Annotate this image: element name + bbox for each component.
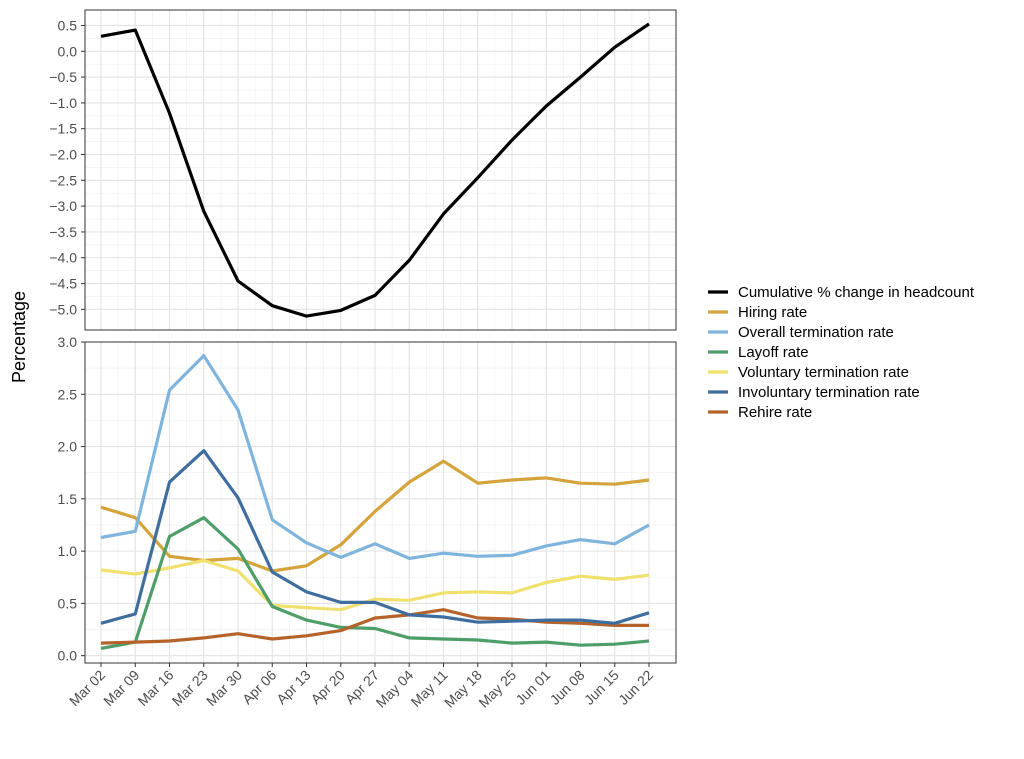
legend-item: Involuntary termination rate <box>708 384 920 401</box>
legend-item: Overall termination rate <box>708 324 894 341</box>
y-tick-label: −5.0 <box>49 301 77 317</box>
legend-label: Rehire rate <box>738 404 812 421</box>
x-tick-label: May 25 <box>475 667 519 711</box>
series-line <box>100 516 650 650</box>
y-tick-label: 0.5 <box>58 17 78 33</box>
panel-top: 0.5 0.0 −0.5 −1.0 −1.5 −2.0 −2.5 −3.0 −3.5 −4.0 −4… <box>49 9 677 331</box>
y-tick-label: −4.5 <box>49 276 77 292</box>
y-tick-label: −3.5 <box>49 224 77 240</box>
series-line <box>100 22 650 318</box>
y-tick-label: −1.0 <box>49 95 77 111</box>
y-tick-label: 1.5 <box>58 491 78 507</box>
y-tick-label: 1.0 <box>58 543 78 559</box>
legend: Cumulative % change in headcount Hiring r… <box>708 284 975 421</box>
y-tick-label: −0.5 <box>49 69 77 85</box>
y-tick-label: 0.0 <box>58 648 78 664</box>
y-tick-label: −1.5 <box>49 121 77 137</box>
y-tick-label: −4.0 <box>49 250 77 266</box>
legend-label: Voluntary termination rate <box>738 364 909 381</box>
x-tick-label: Mar 16 <box>134 667 176 709</box>
x-tick-label: Apr 13 <box>273 667 314 708</box>
y-axis-label: Percentage <box>9 291 29 383</box>
y-tick-label: 0.0 <box>58 43 78 59</box>
legend-item: Cumulative % change in headcount <box>708 284 975 301</box>
x-tick-label: May 18 <box>441 667 485 711</box>
legend-label: Cumulative % change in headcount <box>738 284 975 301</box>
series-line <box>100 558 650 612</box>
y-tick-label: 2.0 <box>58 439 78 455</box>
x-tick-label: May 04 <box>373 667 417 711</box>
x-tick-label: Mar 09 <box>100 667 142 709</box>
legend-item: Hiring rate <box>708 304 807 321</box>
x-tick-label: Apr 06 <box>239 667 280 708</box>
series-line <box>100 608 649 645</box>
legend-label: Overall termination rate <box>738 324 894 341</box>
legend-label: Hiring rate <box>738 304 807 321</box>
y-tick-label: 3.0 <box>58 334 78 350</box>
series-line <box>100 354 650 561</box>
series-line <box>100 459 650 573</box>
x-tick-label: Mar 02 <box>66 667 108 709</box>
y-tick-label: −3.0 <box>49 198 77 214</box>
x-tick-label: Mar 30 <box>203 667 245 709</box>
x-tick-label: Jun 08 <box>547 667 588 708</box>
x-tick-label: Jun 01 <box>512 667 553 708</box>
legend-item: Layoff rate <box>708 344 809 361</box>
panel-bottom: 0.0 0.5 1.0 1.5 2.0 2.5 3.0 <box>58 334 677 664</box>
panel-border <box>84 9 677 331</box>
x-tick-label: Jun 15 <box>581 667 622 708</box>
legend-label: Involuntary termination rate <box>738 384 920 401</box>
x-tick-label: Jun 22 <box>615 667 656 708</box>
y-tick-label: 0.5 <box>58 595 78 611</box>
y-tick-label: 2.5 <box>58 386 78 402</box>
legend-item: Rehire rate <box>708 404 812 421</box>
panel-background <box>85 10 676 330</box>
x-tick-label: Mar 23 <box>169 667 211 709</box>
legend-label: Layoff rate <box>738 344 809 361</box>
panel-border <box>84 341 677 664</box>
panel-background <box>85 342 676 663</box>
series-line <box>100 449 650 625</box>
y-tick-label: −2.5 <box>49 172 77 188</box>
x-tick-label: Apr 20 <box>307 667 348 708</box>
legend-item: Voluntary termination rate <box>708 364 909 381</box>
y-tick-label: −2.0 <box>49 147 77 163</box>
